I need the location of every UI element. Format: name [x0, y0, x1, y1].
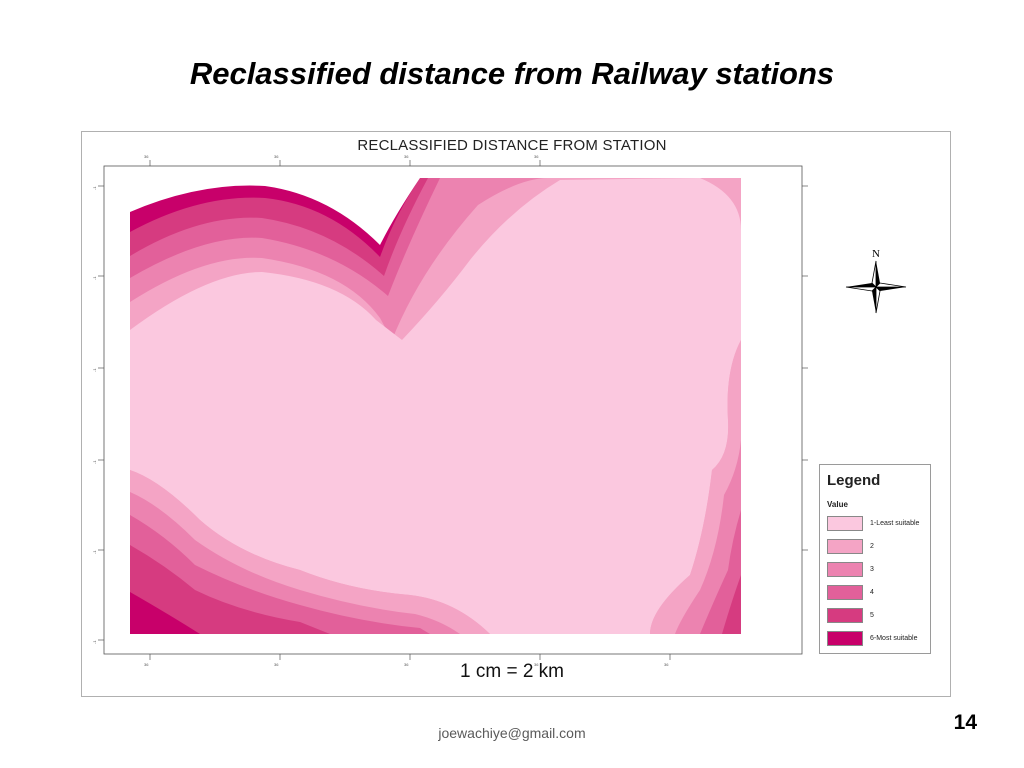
legend-label: 2: [870, 543, 874, 550]
tick-labels: 36 36 36 36 36 36 36 36 36 -1 -1 -1 -1 -…: [92, 154, 669, 667]
legend-item: 6-Most suitable: [827, 631, 927, 647]
footer-email: joewachiye@gmail.com: [438, 725, 586, 741]
legend-label: 4: [870, 589, 874, 596]
legend-label: 5: [870, 612, 874, 619]
north-label: N: [872, 248, 880, 260]
suitability-raster: [130, 178, 741, 634]
bottom-tick-label: 36: [664, 662, 669, 667]
side-tick-label: -1: [92, 276, 97, 280]
nodata-top-left: [130, 178, 420, 245]
side-tick-label: -1: [92, 640, 97, 644]
top-tick-label: 36: [404, 154, 409, 159]
legend-title: Legend: [827, 472, 881, 489]
zone-5-ll: [130, 545, 330, 634]
legend-swatch: [827, 631, 863, 646]
legend: Legend Value 1-Least suitable 2 3 4 5 6-…: [819, 464, 931, 654]
legend-item: 1-Least suitable: [827, 516, 927, 532]
side-tick-label: -1: [92, 550, 97, 554]
map-title: RECLASSIFIED DISTANCE FROM STATION: [357, 137, 667, 154]
legend-label: 1-Least suitable: [870, 520, 920, 527]
side-tick-label: -1: [92, 186, 97, 190]
legend-label: 3: [870, 566, 874, 573]
top-tick-label: 36: [144, 154, 149, 159]
zone-5-r: [722, 575, 741, 634]
legend-label: 6-Most suitable: [870, 635, 918, 642]
legend-swatch: [827, 585, 863, 600]
top-tick-label: 36: [274, 154, 279, 159]
page-number: 14: [953, 711, 977, 734]
zone-6-ll: [130, 592, 200, 634]
legend-item: 3: [827, 562, 927, 578]
north-arrow-icon: N: [845, 248, 907, 314]
legend-item: 5: [827, 608, 927, 624]
scale-text: 1 cm = 2 km: [460, 661, 564, 682]
graticule-ticks: [98, 160, 808, 660]
legend-item: 2: [827, 539, 927, 555]
side-tick-label: -1: [92, 368, 97, 372]
legend-swatch: [827, 562, 863, 577]
zone-1: [130, 178, 741, 634]
bottom-tick-label: 36: [144, 662, 149, 667]
legend-swatch: [827, 516, 863, 531]
bottom-tick-label: 36: [534, 662, 539, 667]
bottom-tick-label: 36: [404, 662, 409, 667]
legend-swatch: [827, 608, 863, 623]
side-tick-label: -1: [92, 460, 97, 464]
legend-swatch: [827, 539, 863, 554]
top-tick-label: 36: [534, 154, 539, 159]
legend-item: 4: [827, 585, 927, 601]
legend-subtitle: Value: [827, 500, 848, 509]
zone-4-r: [700, 510, 741, 634]
bottom-tick-label: 36: [274, 662, 279, 667]
slide-title: Reclassified distance from Railway stati…: [189, 56, 835, 91]
